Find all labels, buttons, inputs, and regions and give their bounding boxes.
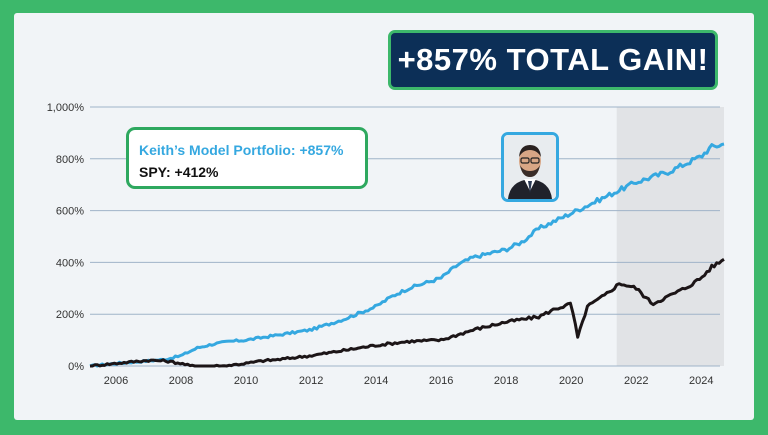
avatar: [501, 132, 559, 202]
total-gain-text: +857% TOTAL GAIN!: [397, 42, 709, 77]
legend-box: Keith’s Model Portfolio: +857% SPY: +412…: [126, 127, 368, 189]
y-tick-label: 800%: [56, 154, 84, 166]
x-tick-label: 2022: [624, 375, 648, 387]
legend-spy-label: SPY: +412%: [139, 164, 219, 180]
x-tick-label: 2006: [104, 375, 128, 387]
x-tick-label: 2012: [299, 375, 323, 387]
x-tick-label: 2024: [689, 375, 713, 387]
x-tick-label: 2018: [494, 375, 518, 387]
x-tick-label: 2010: [234, 375, 258, 387]
spy-line: [90, 258, 725, 368]
y-tick-label: 0%: [68, 361, 84, 373]
y-tick-label: 200%: [56, 309, 84, 321]
y-tick-label: 1,000%: [47, 102, 85, 114]
total-gain-banner: +857% TOTAL GAIN!: [388, 30, 718, 90]
x-tick-label: 2020: [559, 375, 583, 387]
x-tick-label: 2008: [169, 375, 193, 387]
y-tick-label: 600%: [56, 206, 84, 218]
y-tick-label: 400%: [56, 257, 84, 269]
x-tick-label: 2014: [364, 375, 388, 387]
person-photo-icon: [504, 135, 556, 199]
x-tick-label: 2016: [429, 375, 453, 387]
shaded-region: [616, 107, 724, 366]
portfolio-line: [89, 142, 725, 368]
legend-portfolio-label: Keith’s Model Portfolio: +857%: [139, 142, 344, 158]
